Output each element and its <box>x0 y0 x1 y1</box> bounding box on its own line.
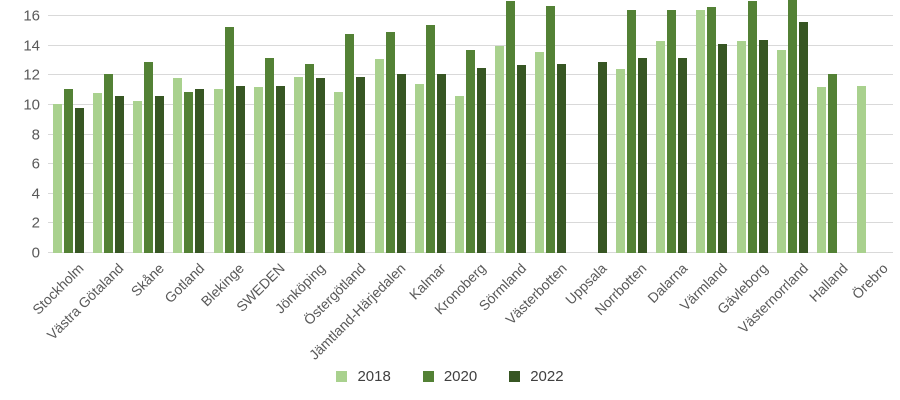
bar-2018 <box>294 76 304 253</box>
bar-2022 <box>396 73 406 253</box>
plot-area <box>48 0 893 253</box>
bar-2020 <box>506 1 516 253</box>
bar-2022 <box>798 22 808 253</box>
y-tick-label: 2 <box>31 214 40 232</box>
bar-2018 <box>92 93 102 253</box>
bar-2018 <box>615 69 625 253</box>
legend-item: 2022 <box>509 368 564 385</box>
gridline <box>48 44 893 46</box>
bar-2020 <box>828 73 838 253</box>
bar-2022 <box>557 63 567 253</box>
legend-label: 2022 <box>530 368 564 385</box>
bar-2022 <box>718 44 728 253</box>
bar-2022 <box>356 76 366 253</box>
x-category-label: Örebro <box>849 260 892 303</box>
bar-2018 <box>213 88 223 253</box>
bar-2022 <box>678 57 688 253</box>
bar-2022 <box>155 96 165 253</box>
y-tick-label: 8 <box>31 126 40 144</box>
legend-item: 2020 <box>422 368 478 385</box>
bar-2020 <box>103 73 113 253</box>
bar-2022 <box>195 88 205 253</box>
bar-2018 <box>173 78 183 253</box>
bar-2022 <box>758 39 768 253</box>
y-tick-label: 4 <box>31 185 40 203</box>
y-tick-label: 16 <box>23 7 40 25</box>
bar-2022 <box>316 78 326 253</box>
x-category-label: Halland <box>806 260 851 305</box>
bar-2018 <box>253 87 263 253</box>
bar-2020 <box>787 0 797 253</box>
bar-2018 <box>374 59 384 253</box>
bar-2020 <box>345 33 355 253</box>
bar-2022 <box>275 85 285 253</box>
bar-2018 <box>817 87 827 253</box>
bar-2018 <box>133 100 143 253</box>
y-tick-label: 10 <box>23 96 40 114</box>
gridline <box>48 15 893 17</box>
bar-2018 <box>736 41 746 253</box>
bar-2022 <box>74 107 84 253</box>
bar-2018 <box>455 96 464 253</box>
legend: 2018 2020 2022 <box>0 369 900 384</box>
bar-2020 <box>626 10 636 253</box>
legend-item: 2018 <box>336 368 391 385</box>
bar-2020 <box>385 32 395 253</box>
bar-2018 <box>776 50 786 253</box>
x-category-label: Västernorrland <box>734 260 811 337</box>
bar-2020 <box>466 50 475 253</box>
bar-2020 <box>184 91 194 253</box>
bar-2020 <box>224 26 234 253</box>
bar-2018 <box>52 103 62 253</box>
bar-2020 <box>425 25 435 253</box>
bar-2020 <box>144 62 154 253</box>
bar-2022 <box>477 68 486 253</box>
bar-2022 <box>597 62 607 253</box>
bar-2018 <box>656 41 666 253</box>
bar-2018 <box>857 85 867 253</box>
legend-swatch <box>422 371 434 382</box>
bar-2022 <box>114 96 124 253</box>
bar-2018 <box>696 10 706 253</box>
y-tick-label: 14 <box>23 37 40 55</box>
bar-2022 <box>235 85 245 253</box>
bar-2020 <box>305 63 315 253</box>
y-tick-label: 12 <box>23 66 40 84</box>
bar-2018 <box>495 45 505 253</box>
bar-2022 <box>436 73 446 253</box>
bar-2020 <box>264 57 274 253</box>
bar-2018 <box>334 91 344 253</box>
bar-2022 <box>637 57 647 253</box>
legend-label: 2020 <box>443 368 478 385</box>
bar-2020 <box>747 1 757 253</box>
y-tick-label: 0 <box>31 244 40 262</box>
bar-2020 <box>707 7 717 253</box>
legend-swatch <box>509 371 521 382</box>
bar-2022 <box>517 65 527 253</box>
bar-2020 <box>667 10 677 253</box>
legend-label: 2018 <box>357 368 391 385</box>
legend-swatch <box>336 371 348 382</box>
bar-2020 <box>546 5 556 253</box>
bar-2018 <box>535 51 545 253</box>
y-tick-label: 6 <box>31 155 40 173</box>
bar-2018 <box>414 84 424 253</box>
bar-2020 <box>63 88 73 253</box>
